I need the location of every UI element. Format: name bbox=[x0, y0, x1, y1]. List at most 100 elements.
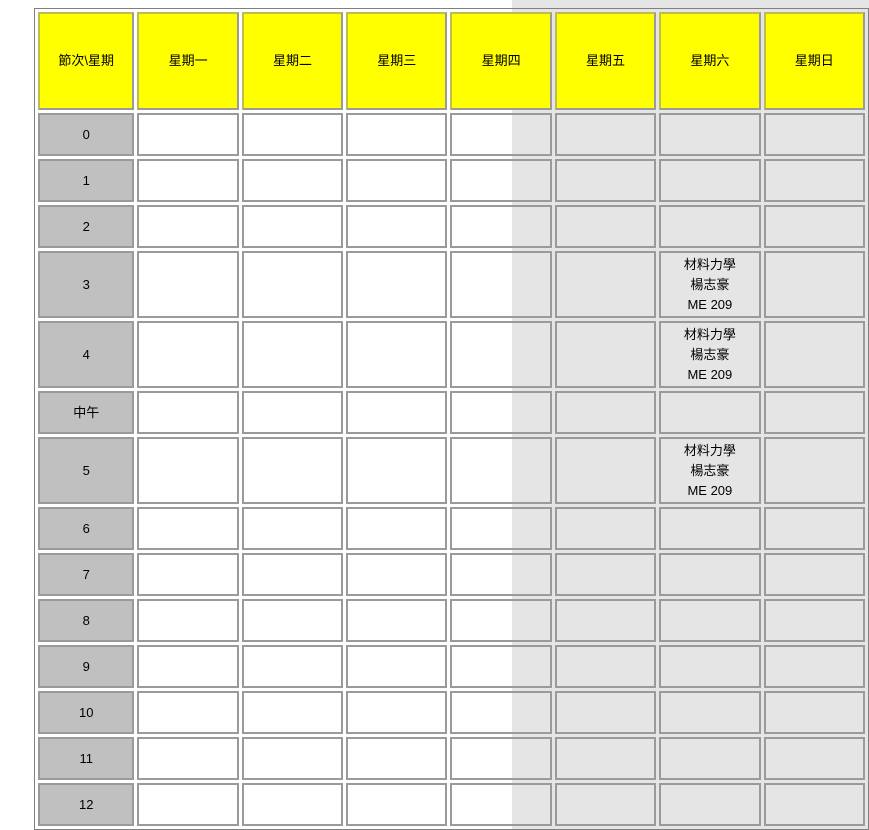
day-header-wed: 星期三 bbox=[346, 12, 448, 110]
day-header-sat: 星期六 bbox=[659, 12, 761, 110]
schedule-cell bbox=[241, 553, 344, 596]
schedule-cell bbox=[763, 737, 865, 780]
schedule-cell bbox=[763, 783, 865, 826]
table-row: 8 bbox=[38, 599, 865, 642]
schedule-cell bbox=[763, 553, 865, 596]
schedule-cell bbox=[241, 251, 344, 318]
schedule-cell bbox=[450, 205, 552, 248]
schedule-cell bbox=[137, 783, 239, 826]
schedule-cell bbox=[241, 783, 344, 826]
schedule-cell bbox=[346, 645, 448, 688]
schedule-cell bbox=[763, 159, 865, 202]
schedule-cell bbox=[241, 159, 344, 202]
course-teacher: 楊志豪 bbox=[690, 462, 730, 478]
schedule-cell bbox=[554, 553, 657, 596]
schedule-cell bbox=[554, 737, 657, 780]
schedule-cell bbox=[450, 159, 552, 202]
schedule-cell bbox=[241, 507, 344, 550]
schedule-cell bbox=[241, 691, 344, 734]
schedule-cell bbox=[137, 691, 239, 734]
schedule-cell bbox=[346, 737, 448, 780]
schedule-cell bbox=[763, 437, 865, 504]
timetable: 節次\星期 星期一 星期二 星期三 星期四 星期五 星期六 星期日 0 1 bbox=[34, 8, 869, 830]
course-cell: 材料力學 楊志豪 ME 209 bbox=[659, 321, 761, 388]
schedule-cell bbox=[554, 159, 657, 202]
schedule-cell bbox=[659, 645, 761, 688]
schedule-cell bbox=[450, 645, 552, 688]
table-row: 1 bbox=[38, 159, 865, 202]
header-row: 節次\星期 星期一 星期二 星期三 星期四 星期五 星期六 星期日 bbox=[38, 12, 865, 110]
schedule-cell bbox=[450, 391, 552, 434]
schedule-cell bbox=[659, 159, 761, 202]
schedule-cell bbox=[137, 437, 239, 504]
schedule-cell bbox=[450, 113, 552, 156]
schedule-cell bbox=[554, 321, 657, 388]
schedule-cell bbox=[450, 783, 552, 826]
schedule-cell bbox=[659, 391, 761, 434]
schedule-cell bbox=[763, 205, 865, 248]
table-row: 中午 bbox=[38, 391, 865, 434]
day-header-tue: 星期二 bbox=[241, 12, 344, 110]
day-header-fri: 星期五 bbox=[554, 12, 657, 110]
day-header-mon: 星期一 bbox=[137, 12, 239, 110]
schedule-cell bbox=[554, 391, 657, 434]
schedule-cell bbox=[346, 251, 448, 318]
day-header-sun: 星期日 bbox=[763, 12, 865, 110]
schedule-cell bbox=[346, 391, 448, 434]
period-label: 1 bbox=[38, 159, 135, 202]
course-teacher: 楊志豪 bbox=[690, 346, 730, 362]
course-cell: 材料力學 楊志豪 ME 209 bbox=[659, 437, 761, 504]
schedule-cell bbox=[346, 553, 448, 596]
table-row: 6 bbox=[38, 507, 865, 550]
day-header-thu: 星期四 bbox=[450, 12, 552, 110]
table-row: 4 材料力學 楊志豪 ME 209 bbox=[38, 321, 865, 388]
schedule-cell bbox=[554, 783, 657, 826]
schedule-cell bbox=[346, 437, 448, 504]
schedule-cell bbox=[763, 113, 865, 156]
schedule-cell bbox=[554, 437, 657, 504]
schedule-cell bbox=[241, 737, 344, 780]
schedule-cell bbox=[241, 113, 344, 156]
schedule-cell bbox=[763, 321, 865, 388]
schedule-cell bbox=[346, 691, 448, 734]
schedule-cell bbox=[763, 251, 865, 318]
schedule-cell bbox=[659, 783, 761, 826]
period-label: 10 bbox=[38, 691, 135, 734]
schedule-cell bbox=[554, 251, 657, 318]
schedule-cell bbox=[241, 599, 344, 642]
schedule-cell bbox=[137, 159, 239, 202]
schedule-cell bbox=[137, 113, 239, 156]
schedule-cell bbox=[137, 737, 239, 780]
schedule-cell bbox=[346, 783, 448, 826]
schedule-cell bbox=[137, 251, 239, 318]
schedule-cell bbox=[241, 437, 344, 504]
schedule-cell bbox=[137, 205, 239, 248]
schedule-cell bbox=[241, 645, 344, 688]
schedule-cell bbox=[763, 645, 865, 688]
schedule-cell bbox=[554, 645, 657, 688]
schedule-cell bbox=[241, 391, 344, 434]
course-cell: 材料力學 楊志豪 ME 209 bbox=[659, 251, 761, 318]
table-row: 5 材料力學 楊志豪 ME 209 bbox=[38, 437, 865, 504]
schedule-cell bbox=[346, 599, 448, 642]
course-room: ME 209 bbox=[687, 296, 733, 312]
table-row: 3 材料力學 楊志豪 ME 209 bbox=[38, 251, 865, 318]
schedule-cell bbox=[659, 737, 761, 780]
table-row: 10 bbox=[38, 691, 865, 734]
period-label: 5 bbox=[38, 437, 135, 504]
schedule-cell bbox=[346, 113, 448, 156]
period-label: 7 bbox=[38, 553, 135, 596]
schedule-cell bbox=[659, 553, 761, 596]
schedule-cell bbox=[137, 321, 239, 388]
schedule-cell bbox=[659, 691, 761, 734]
table-row: 2 bbox=[38, 205, 865, 248]
schedule-cell bbox=[241, 205, 344, 248]
schedule-cell bbox=[346, 507, 448, 550]
table-row: 12 bbox=[38, 783, 865, 826]
schedule-cell bbox=[659, 113, 761, 156]
corner-header: 節次\星期 bbox=[38, 12, 135, 110]
schedule-cell bbox=[450, 737, 552, 780]
schedule-cell bbox=[659, 205, 761, 248]
schedule-cell bbox=[450, 507, 552, 550]
course-name: 材料力學 bbox=[683, 442, 736, 458]
